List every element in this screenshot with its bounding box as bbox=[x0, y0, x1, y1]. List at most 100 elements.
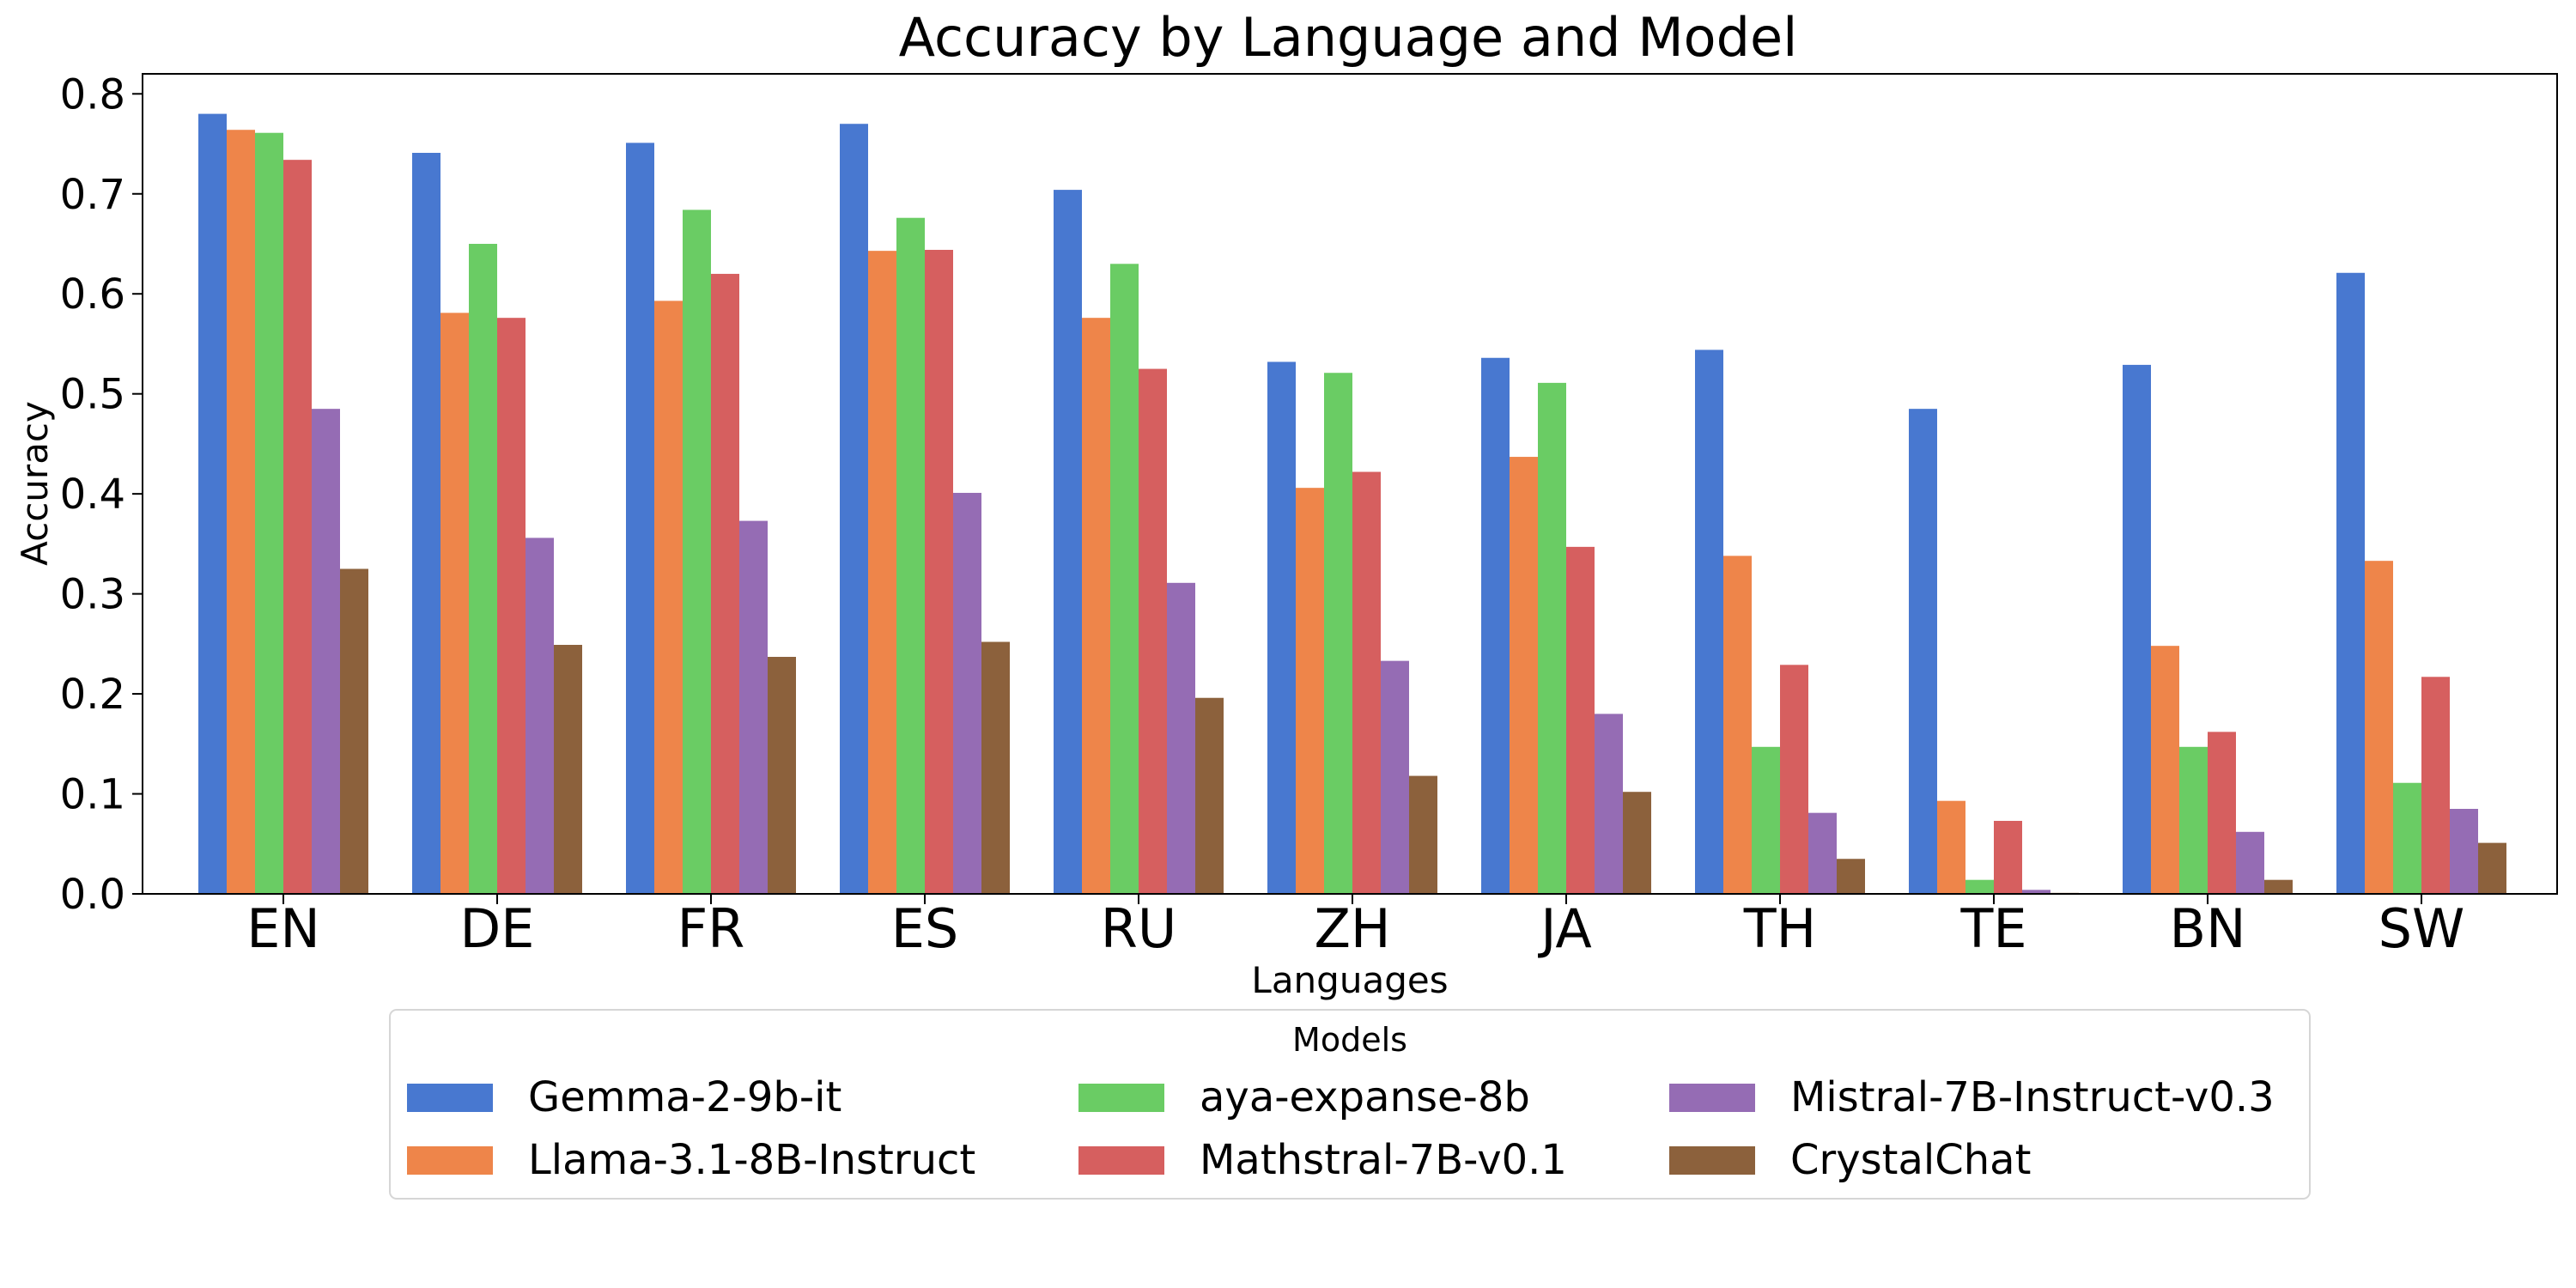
y-tick-label: 0.4 bbox=[60, 471, 125, 519]
legend-swatch bbox=[1078, 1084, 1164, 1112]
bar-es-series-1 bbox=[840, 124, 868, 895]
bar-de-series-5 bbox=[526, 538, 554, 894]
x-tick-label: TH bbox=[1743, 897, 1817, 960]
y-tick-label: 0.8 bbox=[60, 70, 125, 118]
legend-label: Llama-3.1-8B-Instruct bbox=[528, 1136, 975, 1184]
bar-ru-series-5 bbox=[1167, 582, 1195, 894]
legend-swatch bbox=[407, 1146, 493, 1175]
bar-ja-series-5 bbox=[1595, 714, 1623, 894]
bar-sw-series-3 bbox=[2393, 782, 2421, 894]
bar-es-series-6 bbox=[981, 641, 1010, 894]
y-tick-label: 0.5 bbox=[60, 371, 125, 419]
chart-title: Accuracy by Language and Model bbox=[899, 6, 1798, 69]
bar-de-series-3 bbox=[469, 243, 497, 894]
bar-zh-series-4 bbox=[1352, 471, 1381, 894]
bar-bn-series-5 bbox=[2236, 831, 2264, 894]
bar-te-series-1 bbox=[1909, 409, 1937, 894]
bar-te-series-3 bbox=[1965, 879, 1994, 894]
x-axis: EN DE FR ES RU ZH JA TH TE BN SW bbox=[246, 894, 2464, 960]
bar-fr-series-1 bbox=[626, 143, 654, 895]
y-tick-label: 0.7 bbox=[60, 171, 125, 219]
bar-sw-series-4 bbox=[2421, 677, 2450, 894]
bar-sw-series-1 bbox=[2336, 272, 2365, 894]
bar-ja-series-2 bbox=[1510, 457, 1538, 894]
bar-te-series-2 bbox=[1937, 800, 1965, 894]
legend-items: Gemma-2-9b-it Llama-3.1-8B-Instruct aya-ex… bbox=[407, 1073, 2275, 1184]
legend-label: CrystalChat bbox=[1790, 1136, 2031, 1184]
bar-bn-series-6 bbox=[2264, 879, 2293, 894]
y-tick-label: 0.0 bbox=[60, 871, 125, 919]
legend-label: aya-expanse-8b bbox=[1200, 1073, 1530, 1121]
bar-zh-series-2 bbox=[1296, 488, 1324, 894]
legend-swatch bbox=[1078, 1146, 1164, 1175]
bar-zh-series-6 bbox=[1409, 775, 1437, 894]
bar-zh-series-5 bbox=[1381, 660, 1409, 894]
bar-ru-series-3 bbox=[1110, 264, 1139, 894]
bar-sw-series-2 bbox=[2365, 561, 2393, 894]
bar-th-series-4 bbox=[1780, 665, 1808, 894]
bar-ja-series-3 bbox=[1538, 382, 1566, 894]
legend-frame bbox=[389, 1009, 2311, 1200]
bar-es-series-2 bbox=[868, 251, 896, 894]
legend-label: Mistral-7B-Instruct-v0.3 bbox=[1790, 1073, 2275, 1121]
plot-frame bbox=[142, 73, 2558, 895]
y-tick-label: 0.1 bbox=[60, 771, 125, 819]
bar-th-series-3 bbox=[1752, 746, 1780, 894]
y-tick-label: 0.2 bbox=[60, 671, 125, 719]
bar-fr-series-3 bbox=[683, 210, 711, 894]
bar-te-series-4 bbox=[1994, 820, 2022, 894]
bar-te-series-5 bbox=[2022, 890, 2050, 894]
x-tick-label: JA bbox=[1537, 897, 1592, 960]
bar-ja-series-6 bbox=[1623, 792, 1651, 894]
bar-fr-series-6 bbox=[768, 656, 796, 894]
bar-sw-series-6 bbox=[2478, 842, 2506, 894]
x-tick-label: BN bbox=[2170, 897, 2246, 960]
bar-en-series-2 bbox=[227, 130, 255, 895]
bar-fr-series-5 bbox=[739, 520, 768, 894]
bar-zh-series-3 bbox=[1324, 373, 1352, 895]
y-axis: 0.0 0.1 0.2 0.3 0.4 0.5 0.6 0.7 0.8 bbox=[60, 70, 143, 919]
legend-label: Gemma-2-9b-it bbox=[528, 1073, 841, 1121]
bar-ja-series-4 bbox=[1566, 546, 1595, 894]
x-tick-label: ES bbox=[891, 897, 959, 960]
legend: Models Gemma-2-9b-it Llama-3.1-8B-Instruc… bbox=[389, 1009, 2311, 1200]
bar-de-series-2 bbox=[440, 313, 469, 895]
bar-ru-series-1 bbox=[1054, 190, 1082, 895]
bar-bn-series-1 bbox=[2123, 364, 2151, 894]
bar-ja-series-1 bbox=[1481, 357, 1510, 894]
x-axis-label: Languages bbox=[1251, 959, 1448, 1001]
y-tick-label: 0.3 bbox=[60, 571, 125, 619]
bar-th-series-1 bbox=[1695, 349, 1723, 894]
bar-fr-series-4 bbox=[711, 273, 739, 894]
bar-th-series-2 bbox=[1723, 556, 1752, 894]
bar-en-series-5 bbox=[312, 409, 340, 894]
bar-en-series-3 bbox=[255, 132, 283, 895]
bar-zh-series-1 bbox=[1267, 361, 1296, 894]
bar-sw-series-5 bbox=[2450, 809, 2478, 894]
bar-es-series-4 bbox=[925, 249, 953, 895]
bar-es-series-3 bbox=[896, 217, 925, 894]
x-tick-label: FR bbox=[677, 897, 745, 960]
bar-de-series-6 bbox=[554, 645, 582, 894]
bar-de-series-4 bbox=[497, 318, 526, 894]
x-tick-label: RU bbox=[1101, 897, 1176, 960]
legend-label: Mathstral-7B-v0.1 bbox=[1200, 1136, 1567, 1184]
legend-swatch bbox=[407, 1084, 493, 1112]
bar-fr-series-2 bbox=[654, 301, 683, 894]
bar-en-series-1 bbox=[198, 113, 227, 894]
x-tick-label: DE bbox=[460, 897, 535, 960]
x-tick-label: EN bbox=[246, 897, 320, 960]
legend-swatch bbox=[1669, 1084, 1755, 1112]
bar-de-series-1 bbox=[412, 153, 440, 894]
bars-group bbox=[198, 113, 2506, 895]
y-axis-label: Accuracy bbox=[14, 401, 56, 566]
bar-th-series-5 bbox=[1808, 812, 1837, 894]
bar-ru-series-4 bbox=[1139, 368, 1167, 894]
bar-en-series-4 bbox=[283, 160, 312, 894]
x-tick-label: TE bbox=[1959, 897, 2026, 960]
y-tick-label: 0.6 bbox=[60, 270, 125, 319]
bar-ru-series-6 bbox=[1195, 697, 1224, 894]
x-tick-label: ZH bbox=[1314, 897, 1390, 960]
bar-ru-series-2 bbox=[1082, 318, 1110, 894]
